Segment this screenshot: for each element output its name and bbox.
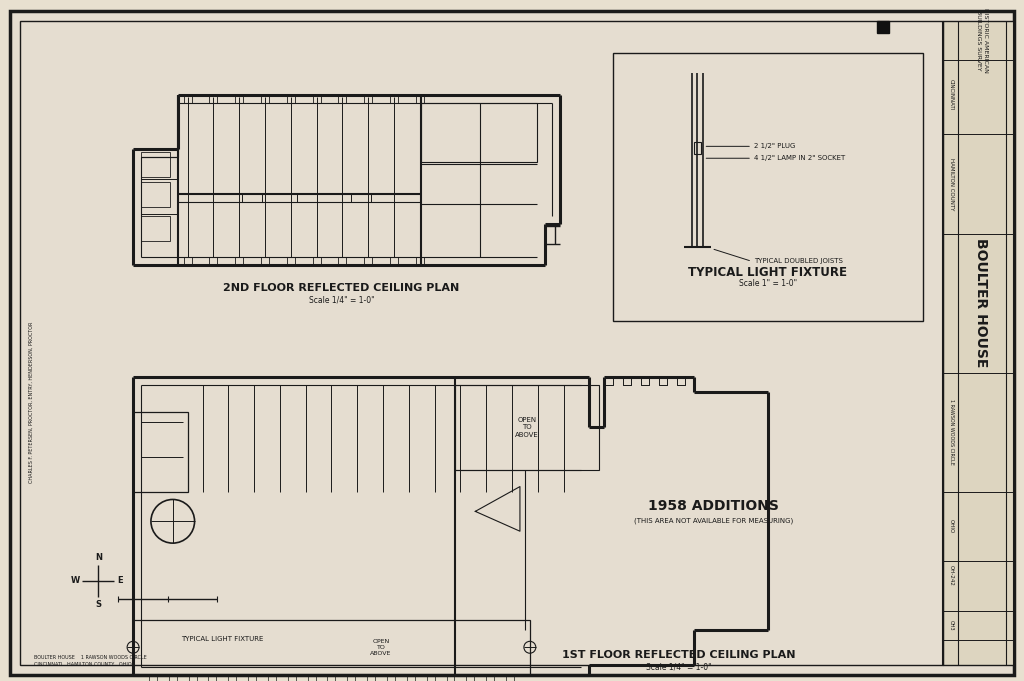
Bar bbox=[677, 377, 685, 385]
Bar bbox=[658, 377, 667, 385]
Text: S: S bbox=[95, 600, 101, 609]
Bar bbox=[209, 675, 216, 681]
Bar bbox=[658, 377, 667, 385]
Bar bbox=[261, 95, 269, 103]
Text: W: W bbox=[71, 576, 80, 585]
Bar bbox=[421, 103, 537, 162]
Bar bbox=[248, 675, 256, 681]
Bar bbox=[456, 385, 599, 470]
Bar bbox=[427, 675, 434, 681]
Bar bbox=[390, 95, 398, 103]
Bar bbox=[466, 675, 474, 681]
Bar bbox=[446, 675, 455, 681]
Bar bbox=[416, 257, 424, 266]
Text: 1958 ADDITIONS: 1958 ADDITIONS bbox=[648, 499, 779, 513]
Bar bbox=[141, 182, 170, 207]
Text: TYPICAL LIGHT FIXTURE: TYPICAL LIGHT FIXTURE bbox=[688, 266, 848, 279]
Text: N: N bbox=[95, 553, 101, 562]
Bar bbox=[188, 675, 197, 681]
Text: 1ST FLOOR REFLECTED CEILING PLAN: 1ST FLOOR REFLECTED CEILING PLAN bbox=[562, 650, 796, 661]
Text: OH3: OH3 bbox=[949, 620, 954, 631]
Text: CHARLES F. PETERSEN, PROCTOR, ENTRY, HENDERSON, PROCTOR: CHARLES F. PETERSEN, PROCTOR, ENTRY, HEN… bbox=[29, 321, 34, 483]
Bar bbox=[368, 675, 375, 681]
Bar bbox=[605, 377, 613, 385]
Bar bbox=[148, 675, 157, 681]
Bar bbox=[328, 675, 336, 681]
Text: OHIO: OHIO bbox=[949, 519, 954, 533]
Bar bbox=[307, 675, 315, 681]
Bar bbox=[288, 675, 296, 681]
Bar bbox=[312, 95, 321, 103]
Bar bbox=[641, 377, 649, 385]
Bar bbox=[416, 95, 424, 103]
Text: 1 RAWSON WOODS CIRCLE: 1 RAWSON WOODS CIRCLE bbox=[949, 399, 954, 465]
Bar bbox=[287, 95, 295, 103]
Bar bbox=[261, 257, 269, 266]
Bar bbox=[183, 257, 191, 266]
Text: BOULTER HOUSE    1 RAWSON WOODS CIRCLE: BOULTER HOUSE 1 RAWSON WOODS CIRCLE bbox=[34, 655, 146, 660]
Bar bbox=[141, 153, 170, 177]
Bar bbox=[236, 95, 243, 103]
Bar bbox=[347, 675, 355, 681]
Bar bbox=[677, 377, 685, 385]
Bar bbox=[210, 257, 217, 266]
Bar bbox=[407, 675, 415, 681]
Bar bbox=[613, 53, 923, 321]
Bar bbox=[942, 21, 1014, 665]
Bar bbox=[877, 21, 889, 33]
Bar bbox=[268, 675, 275, 681]
Bar bbox=[228, 675, 237, 681]
Bar bbox=[365, 257, 372, 266]
Bar bbox=[312, 257, 321, 266]
Bar bbox=[486, 675, 495, 681]
Bar bbox=[506, 675, 514, 681]
Bar bbox=[390, 257, 398, 266]
Text: 2 1/2" PLUG: 2 1/2" PLUG bbox=[754, 143, 796, 149]
Text: Scale 1" = 1-0": Scale 1" = 1-0" bbox=[739, 279, 797, 288]
Text: (THIS AREA NOT AVAILABLE FOR MEASURING): (THIS AREA NOT AVAILABLE FOR MEASURING) bbox=[634, 517, 793, 524]
Bar bbox=[141, 216, 170, 240]
Bar bbox=[605, 377, 613, 385]
Bar bbox=[133, 412, 187, 492]
Text: HAMILTON COUNTY: HAMILTON COUNTY bbox=[949, 158, 954, 210]
Bar bbox=[169, 675, 177, 681]
Bar bbox=[623, 377, 631, 385]
Bar bbox=[210, 95, 217, 103]
Bar bbox=[133, 620, 529, 675]
Text: OPEN
TO
ABOVE: OPEN TO ABOVE bbox=[371, 639, 392, 656]
Bar bbox=[338, 95, 346, 103]
Bar bbox=[641, 377, 649, 385]
Text: 4 1/2" LAMP IN 2" SOCKET: 4 1/2" LAMP IN 2" SOCKET bbox=[754, 155, 845, 161]
Bar bbox=[338, 257, 346, 266]
Text: HISTORIC AMERICAN
BUILDINGS SURVEY: HISTORIC AMERICAN BUILDINGS SURVEY bbox=[976, 7, 988, 73]
Text: OH-242: OH-242 bbox=[949, 565, 954, 586]
Text: TYPICAL DOUBLED JOISTS: TYPICAL DOUBLED JOISTS bbox=[754, 258, 843, 264]
Bar bbox=[287, 257, 295, 266]
Text: E: E bbox=[117, 576, 123, 585]
Text: TYPICAL LIGHT FIXTURE: TYPICAL LIGHT FIXTURE bbox=[181, 636, 263, 642]
Bar bbox=[623, 377, 631, 385]
Bar bbox=[236, 257, 243, 266]
Text: OPEN
TO
ABOVE: OPEN TO ABOVE bbox=[515, 417, 539, 438]
Bar bbox=[365, 95, 372, 103]
Text: Scale 1/4" = 1-0": Scale 1/4" = 1-0" bbox=[646, 662, 712, 671]
Bar bbox=[387, 675, 395, 681]
Text: 2ND FLOOR REFLECTED CEILING PLAN: 2ND FLOOR REFLECTED CEILING PLAN bbox=[223, 283, 460, 294]
Text: CINCINNATI   HAMILTON COUNTY   OHIO: CINCINNATI HAMILTON COUNTY OHIO bbox=[34, 662, 131, 667]
Text: BOULTER HOUSE: BOULTER HOUSE bbox=[974, 238, 988, 368]
Bar bbox=[183, 95, 191, 103]
Text: Scale 1/4" = 1-0": Scale 1/4" = 1-0" bbox=[308, 295, 374, 304]
Bar bbox=[693, 142, 701, 155]
Text: CINCINNATI: CINCINNATI bbox=[949, 79, 954, 110]
